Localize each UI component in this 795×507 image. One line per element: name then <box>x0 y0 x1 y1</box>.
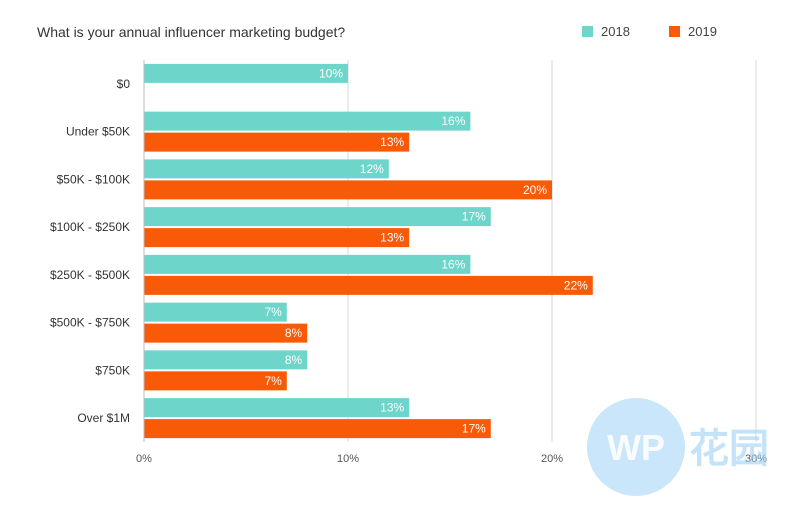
legend-label-2019: 2019 <box>688 24 717 39</box>
data-label-2018: 7% <box>264 305 282 319</box>
watermark-logo: WP 花园 <box>587 398 769 496</box>
bar-2019 <box>144 132 410 152</box>
data-label-2018: 17% <box>462 210 486 224</box>
data-label-2019: 22% <box>564 278 588 292</box>
category-label: $500K - $750K <box>50 316 130 330</box>
bar-2018 <box>144 398 410 418</box>
bar-2018 <box>144 350 308 370</box>
bar-2019 <box>144 419 491 439</box>
data-label-2019: 13% <box>380 231 404 245</box>
bar-2019 <box>144 371 287 391</box>
legend-label-2018: 2018 <box>601 24 630 39</box>
bar-2018 <box>144 302 287 322</box>
data-label-2018: 16% <box>441 257 465 271</box>
data-label-2019: 17% <box>462 422 486 436</box>
category-label: $50K - $100K <box>57 172 130 186</box>
data-label-2019: 7% <box>264 374 282 388</box>
category-label: $250K - $500K <box>50 268 130 282</box>
data-label-2018: 16% <box>441 114 465 128</box>
svg-text:花园: 花园 <box>689 426 769 472</box>
bar-2018 <box>144 207 491 227</box>
legend-swatch-2019 <box>669 26 680 37</box>
bar-2018 <box>144 111 471 131</box>
bar-2018 <box>144 254 471 274</box>
legend-item-2019[interactable]: 2019 <box>669 24 717 39</box>
legend-item-2018[interactable]: 2018 <box>582 24 630 39</box>
bar-2018 <box>144 159 389 179</box>
data-label-2018: 8% <box>285 353 303 367</box>
x-tick-label: 30% <box>745 453 767 465</box>
category-label: Over $1M <box>77 411 130 425</box>
data-label-2018: 13% <box>380 401 404 415</box>
data-label-2018: 10% <box>319 66 343 80</box>
x-tick-label: 0% <box>136 453 152 465</box>
x-tick-label: 20% <box>541 453 563 465</box>
bar-2019 <box>144 275 593 295</box>
legend-swatch-2018 <box>582 26 593 37</box>
category-label: $0 <box>117 77 131 91</box>
x-tick-label: 10% <box>337 453 359 465</box>
data-label-2019: 13% <box>380 135 404 149</box>
data-label-2018: 12% <box>360 162 384 176</box>
category-label: $100K - $250K <box>50 220 130 234</box>
bar-2019 <box>144 323 308 343</box>
data-label-2019: 20% <box>523 183 547 197</box>
svg-text:WP: WP <box>607 427 665 468</box>
bar-2018 <box>144 63 348 83</box>
category-label: $750K <box>95 363 130 377</box>
chart-title: What is your annual influencer marketing… <box>37 24 346 40</box>
bar-2019 <box>144 180 552 200</box>
bar-2019 <box>144 228 410 248</box>
category-label: Under $50K <box>66 125 130 139</box>
data-label-2019: 8% <box>285 326 303 340</box>
